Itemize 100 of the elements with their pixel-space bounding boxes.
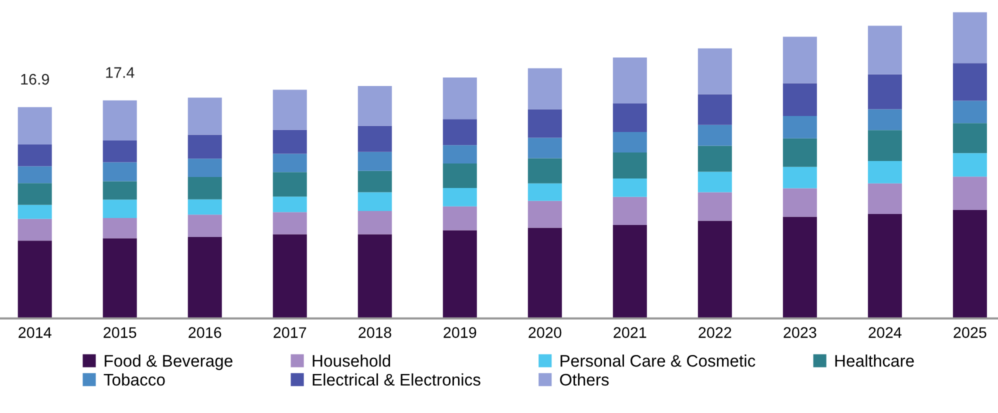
x-tick-label: 2025 (954, 327, 986, 338)
bar (102, 181, 137, 200)
bar (102, 218, 137, 238)
x-tick-label: 2017 (274, 327, 306, 338)
x-tick-label: 2024 (868, 327, 902, 338)
bar (358, 234, 392, 318)
bar (528, 200, 562, 228)
bar (442, 119, 477, 146)
bar (612, 132, 647, 152)
bar (782, 116, 817, 138)
x-tick-label: 2014 (18, 327, 52, 338)
bar (358, 152, 392, 171)
bar (612, 103, 647, 132)
bar (18, 107, 52, 145)
bar (782, 83, 817, 116)
bar (272, 196, 307, 212)
bar (18, 218, 52, 241)
bar (358, 126, 392, 152)
bar (868, 183, 902, 214)
bar (272, 90, 307, 130)
bar (102, 200, 137, 218)
bar (272, 154, 307, 172)
annotation: 16.9 (21, 74, 49, 85)
bar (612, 58, 647, 104)
bar (442, 145, 477, 164)
bar (698, 192, 732, 221)
bar (952, 123, 987, 154)
bar (698, 146, 732, 172)
bar (18, 204, 52, 219)
bar (272, 234, 307, 318)
bar (528, 183, 562, 201)
bar (868, 214, 902, 318)
bar (272, 212, 307, 234)
legend-label: Healthcare (835, 354, 914, 367)
bar (102, 238, 137, 318)
bar (102, 100, 137, 141)
bar (442, 164, 477, 188)
bar (952, 176, 987, 210)
legend-label: Personal Care & Cosmetic (560, 354, 756, 367)
x-tick-label: 2019 (444, 327, 476, 338)
bar (868, 109, 902, 130)
x-tick-label: 2020 (528, 327, 562, 338)
bar (782, 188, 817, 217)
bar (612, 196, 647, 226)
legend-label: Others (560, 373, 609, 386)
bar (358, 192, 392, 211)
bar (528, 68, 562, 110)
bar (188, 134, 222, 159)
x-tick-label: 2015 (104, 327, 136, 338)
bar (18, 183, 52, 205)
bar (952, 12, 987, 64)
bar (868, 130, 902, 162)
bar (358, 86, 392, 126)
bar (868, 161, 902, 184)
bar (18, 240, 52, 318)
bar (18, 144, 52, 166)
bar (442, 188, 477, 206)
bar (188, 214, 222, 237)
bar (698, 124, 732, 146)
bar (442, 230, 477, 318)
bar (698, 48, 732, 94)
legend-label: Household (312, 354, 390, 367)
bar (612, 225, 647, 318)
bar (952, 153, 987, 177)
bar (188, 199, 222, 215)
bar (612, 178, 647, 197)
bar (782, 166, 817, 188)
bar (698, 220, 732, 318)
legend-label: Electrical & Electronics (312, 373, 480, 386)
bar (18, 166, 52, 184)
x-tick-label: 2023 (784, 327, 816, 338)
bar (698, 94, 732, 125)
bar (188, 98, 222, 135)
bar (612, 152, 647, 178)
annotation: 17.4 (106, 67, 134, 78)
bar (528, 109, 562, 138)
bar (358, 210, 392, 234)
bar (698, 172, 732, 192)
legend-label: Tobacco (104, 373, 165, 386)
bar (952, 210, 987, 318)
bar (782, 216, 817, 318)
bar (272, 172, 307, 197)
bar (952, 63, 987, 101)
bar (868, 26, 902, 74)
bar (782, 36, 817, 84)
x-tick-label: 2018 (358, 327, 392, 338)
bar (952, 100, 987, 124)
x-tick-label: 2021 (614, 327, 646, 338)
bar (868, 74, 902, 110)
bar (528, 158, 562, 184)
bar (442, 206, 477, 230)
x-tick-label: 2022 (698, 327, 732, 338)
bar (782, 138, 817, 167)
bar (528, 228, 562, 318)
bar (272, 130, 307, 154)
bar (528, 138, 562, 158)
x-tick-label: 2016 (188, 327, 222, 338)
bar (358, 170, 392, 192)
bar (102, 162, 137, 182)
legend-label: Food & Beverage (104, 354, 232, 370)
